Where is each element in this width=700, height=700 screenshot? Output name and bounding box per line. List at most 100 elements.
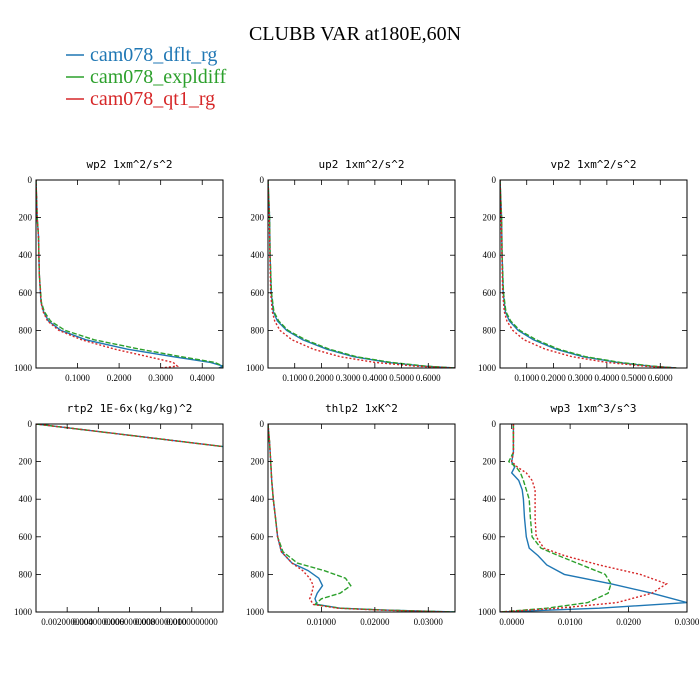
plot-frame bbox=[267, 179, 456, 369]
y-tick-label: 600 bbox=[483, 532, 497, 542]
series-line bbox=[500, 424, 612, 612]
x-tick-label: 0.6000 bbox=[416, 373, 441, 383]
x-tick-label: 0.0000 bbox=[499, 617, 524, 627]
y-tick-label: 800 bbox=[251, 569, 265, 579]
x-tick-label: 0.4000 bbox=[594, 373, 619, 383]
series-line bbox=[268, 424, 455, 612]
y-tick-label: 800 bbox=[483, 325, 497, 335]
series-line bbox=[500, 180, 677, 368]
panel: wp2 1xm^2/s^2 0 200 400 600 800 1000 0.1000 0.20… bbox=[14, 158, 224, 383]
legend-label: cam078_qt1_rg bbox=[90, 88, 215, 110]
x-tick-label: 0.0060000000 bbox=[104, 617, 156, 627]
series-line bbox=[268, 424, 450, 612]
series-line bbox=[36, 180, 223, 368]
y-tick-label: 0 bbox=[260, 419, 265, 429]
x-tick-label: 0.0200 bbox=[616, 617, 641, 627]
panel-title: vp2 1xm^2/s^2 bbox=[550, 158, 636, 171]
y-tick-label: 1000 bbox=[478, 607, 497, 617]
series-line bbox=[36, 180, 179, 368]
y-tick-label: 200 bbox=[483, 213, 497, 223]
y-tick-label: 200 bbox=[251, 213, 265, 223]
series-group bbox=[36, 424, 223, 448]
series-line bbox=[268, 424, 455, 612]
x-tick-label: 0.4000 bbox=[362, 373, 387, 383]
series-line bbox=[268, 180, 455, 368]
y-tick-label: 1000 bbox=[246, 607, 265, 617]
series-line bbox=[36, 180, 223, 368]
y-tick-label: 400 bbox=[251, 494, 265, 504]
x-tick-label: 0.3000 bbox=[148, 373, 173, 383]
figure-title: CLUBB VAR at180E,60N bbox=[249, 23, 461, 45]
panel-title: wp3 1xm^3/s^3 bbox=[550, 402, 636, 415]
y-tick-label: 200 bbox=[251, 457, 265, 467]
x-tick-label: 0.0040000000 bbox=[72, 617, 124, 627]
series-line bbox=[36, 424, 223, 448]
x-tick-label: 0.5000 bbox=[621, 373, 646, 383]
panel-title: rtp2 1E-6x(kg/kg)^2 bbox=[67, 402, 193, 415]
legend-entry: cam078_dflt_rg bbox=[66, 44, 217, 66]
plot-frame bbox=[499, 179, 688, 369]
x-tick-label: 0.0300 bbox=[675, 617, 700, 627]
panel: up2 1xm^2/s^2 0 200 400 600 800 1000 0.1000 0.20… bbox=[246, 158, 456, 383]
y-tick-label: 400 bbox=[19, 494, 33, 504]
x-tick-label: 0.0020000000 bbox=[41, 617, 93, 627]
x-tick-label: 0.3000 bbox=[336, 373, 361, 383]
panel: rtp2 1E-6x(kg/kg)^2 0 200 400 600 800 1000 0.00… bbox=[14, 402, 224, 627]
series-group bbox=[268, 180, 455, 368]
series-line bbox=[500, 424, 687, 612]
y-tick-label: 600 bbox=[251, 532, 265, 542]
plot-frame bbox=[267, 423, 456, 613]
x-tick-label: 0.0100 bbox=[558, 617, 583, 627]
y-tick-label: 1000 bbox=[246, 363, 265, 373]
y-tick-label: 1000 bbox=[14, 363, 33, 373]
legend-entry: cam078_expldiff bbox=[66, 66, 227, 88]
x-tick-label: 0.02000 bbox=[360, 617, 390, 627]
x-tick-label: 0.4000 bbox=[190, 373, 215, 383]
y-tick-label: 600 bbox=[19, 288, 33, 298]
series-line bbox=[500, 180, 677, 368]
y-tick-label: 800 bbox=[251, 325, 265, 335]
x-tick-label: 0.2000 bbox=[309, 373, 334, 383]
panel: thlp2 1xK^2 0 200 400 600 800 1000 0.01000 0.020… bbox=[246, 402, 456, 627]
x-tick-label: 0.1000 bbox=[514, 373, 539, 383]
y-tick-label: 200 bbox=[19, 457, 33, 467]
x-tick-label: 0.0100000000 bbox=[166, 617, 218, 627]
y-tick-label: 600 bbox=[251, 288, 265, 298]
y-tick-label: 0 bbox=[492, 175, 497, 185]
x-tick-label: 0.03000 bbox=[414, 617, 444, 627]
series-line bbox=[268, 180, 455, 368]
y-tick-label: 0 bbox=[260, 175, 265, 185]
series-group bbox=[500, 180, 677, 368]
x-tick-label: 0.1000 bbox=[282, 373, 307, 383]
legend-label: cam078_expldiff bbox=[90, 66, 227, 88]
x-tick-label: 0.3000 bbox=[568, 373, 593, 383]
panel: wp3 1xm^3/s^3 0 200 400 600 800 10000.0000 0.01… bbox=[478, 402, 700, 627]
y-tick-label: 400 bbox=[483, 250, 497, 260]
x-tick-label: 0.01000 bbox=[307, 617, 337, 627]
plot-frame bbox=[35, 179, 224, 369]
legend-label: cam078_dflt_rg bbox=[90, 44, 217, 66]
series-line bbox=[36, 424, 223, 448]
y-tick-label: 0 bbox=[492, 419, 497, 429]
y-tick-label: 800 bbox=[19, 569, 33, 579]
y-tick-label: 1000 bbox=[14, 607, 33, 617]
series-line bbox=[36, 424, 223, 448]
y-tick-label: 0 bbox=[28, 175, 33, 185]
plot-frame bbox=[35, 423, 224, 613]
x-tick-label: 0.2000 bbox=[107, 373, 132, 383]
y-tick-label: 400 bbox=[19, 250, 33, 260]
y-tick-label: 800 bbox=[19, 325, 33, 335]
panel: vp2 1xm^2/s^2 0 200 400 600 800 1000 0.1000 0.20… bbox=[478, 158, 688, 383]
legend: cam078_dflt_rg cam078_expldiff cam078_qt… bbox=[66, 44, 227, 110]
x-tick-label: 0.1000 bbox=[65, 373, 90, 383]
y-tick-label: 0 bbox=[28, 419, 33, 429]
y-tick-label: 600 bbox=[483, 288, 497, 298]
y-tick-label: 400 bbox=[251, 250, 265, 260]
series-group bbox=[500, 424, 687, 612]
y-tick-label: 1000 bbox=[478, 363, 497, 373]
series-group bbox=[268, 424, 455, 612]
panel-title: up2 1xm^2/s^2 bbox=[318, 158, 404, 171]
y-tick-label: 200 bbox=[483, 457, 497, 467]
